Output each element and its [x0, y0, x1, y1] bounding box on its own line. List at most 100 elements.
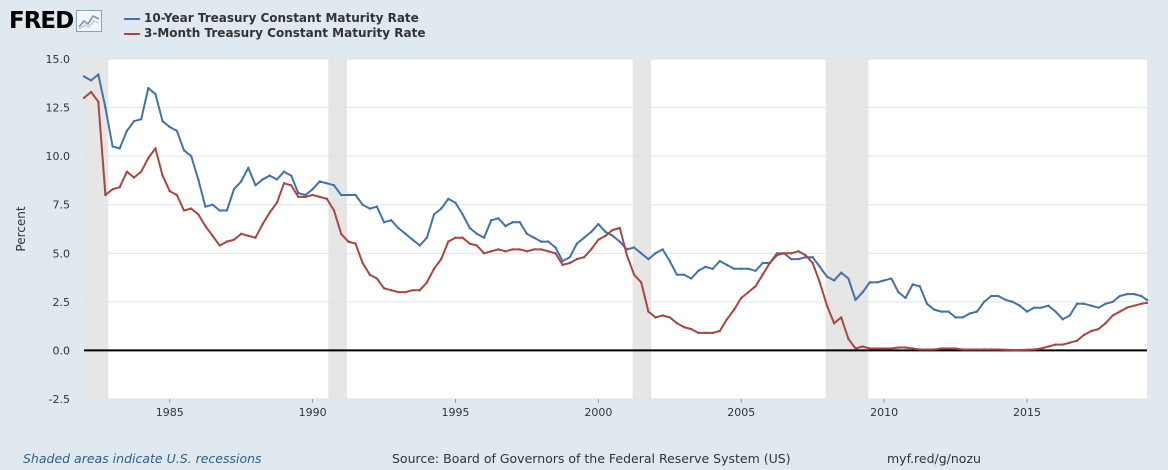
data-point-0-11	[161, 119, 164, 123]
data-point-1-55	[475, 244, 479, 247]
data-point-0-149	[1145, 298, 1149, 302]
data-point-0-65	[547, 240, 550, 243]
data-point-0-16	[197, 178, 200, 181]
recession-band-2	[632, 59, 652, 399]
data-point-0-129	[1004, 298, 1007, 302]
data-point-1-57	[489, 250, 493, 253]
data-point-0-108	[854, 298, 857, 302]
data-point-0-120	[940, 310, 943, 313]
y-tick-label-2: 10.0	[46, 150, 71, 163]
data-point-1-81	[661, 314, 664, 317]
data-point-0-114	[897, 290, 900, 294]
data-point-1-119	[932, 348, 936, 351]
data-point-0-67	[561, 259, 564, 263]
data-point-1-126	[982, 348, 986, 351]
y-tick-label-7: -2.5	[49, 393, 70, 406]
data-point-1-65	[547, 250, 550, 253]
data-point-0-84	[682, 273, 686, 276]
data-point-1-15	[189, 207, 193, 210]
data-point-1-107	[847, 337, 850, 340]
data-point-1-123	[961, 348, 964, 351]
data-point-0-59	[504, 224, 507, 228]
data-point-1-128	[997, 348, 1000, 351]
data-point-1-16	[197, 213, 200, 216]
data-point-1-39	[361, 261, 364, 265]
data-point-1-121	[947, 347, 950, 350]
data-point-0-5	[118, 147, 121, 150]
data-point-0-10	[154, 92, 157, 96]
data-point-0-88	[711, 267, 714, 271]
data-point-0-112	[882, 279, 886, 282]
y-tick-label-1: 12.5	[46, 102, 71, 115]
x-tick-label-5: 2010	[870, 406, 898, 419]
data-point-0-127	[990, 294, 993, 298]
data-point-1-103	[818, 281, 822, 284]
data-point-1-143	[1104, 322, 1107, 325]
data-point-0-148	[1140, 294, 1143, 298]
data-point-1-50	[439, 257, 443, 261]
data-point-1-9	[147, 156, 150, 160]
data-point-0-57	[489, 219, 493, 222]
data-point-1-19	[218, 244, 221, 247]
data-point-0-100	[797, 257, 800, 261]
data-point-1-40	[368, 273, 371, 276]
data-point-0-27	[275, 178, 279, 181]
data-point-0-80	[654, 252, 657, 255]
data-point-0-49	[432, 213, 436, 216]
data-point-0-8	[139, 118, 143, 121]
recession-note[interactable]: Shaded areas indicate U.S. recessions	[23, 451, 262, 466]
data-point-1-53	[461, 236, 464, 239]
data-point-1-4	[111, 187, 114, 191]
y-tick-label-3: 7.5	[53, 199, 71, 212]
data-point-0-69	[575, 242, 579, 245]
data-point-0-21	[232, 187, 236, 191]
data-point-1-52	[454, 236, 457, 239]
data-point-1-80	[654, 316, 657, 319]
data-point-0-90	[725, 263, 729, 267]
data-point-0-30	[297, 191, 300, 195]
data-point-1-47	[418, 289, 421, 292]
data-point-0-122	[954, 316, 957, 319]
data-point-0-79	[647, 257, 650, 261]
data-point-1-14	[182, 209, 186, 212]
data-point-0-56	[482, 236, 486, 239]
data-point-0-23	[247, 166, 250, 169]
data-point-1-112	[882, 347, 886, 350]
data-point-0-34	[325, 182, 329, 185]
data-point-0-104	[825, 275, 829, 278]
data-point-0-45	[404, 232, 407, 236]
legend-item-3-month[interactable]: 3-Month Treasury Constant Maturity Rate	[124, 26, 425, 41]
data-point-0-140	[1082, 302, 1086, 305]
data-point-0-106	[840, 271, 843, 274]
data-point-0-44	[397, 226, 400, 230]
chart-legend: 10-Year Treasury Constant Maturity Rate …	[124, 11, 425, 41]
data-point-0-66	[554, 246, 557, 249]
data-point-1-132	[1025, 348, 1029, 352]
data-point-1-12	[168, 189, 171, 193]
data-point-1-60	[511, 248, 514, 251]
data-point-0-51	[447, 197, 450, 201]
data-point-1-148	[1140, 302, 1143, 305]
source-note: Source: Board of Governors of the Federa…	[392, 451, 791, 466]
data-point-1-22	[239, 232, 243, 236]
data-point-1-104	[825, 304, 829, 307]
data-point-0-12	[168, 125, 171, 129]
series-line-0	[83, 73, 1148, 321]
data-point-1-8	[139, 170, 143, 173]
data-point-0-117	[918, 285, 922, 288]
legend-item-10-year[interactable]: 10-Year Treasury Constant Maturity Rate	[124, 11, 425, 26]
legend-label-10-year: 10-Year Treasury Constant Maturity Rate	[144, 11, 419, 25]
short-url[interactable]: myf.red/g/nozu	[887, 451, 981, 466]
data-point-1-140	[1082, 333, 1086, 337]
data-point-1-138	[1068, 341, 1072, 344]
data-point-1-91	[732, 308, 736, 311]
data-point-1-142	[1097, 327, 1100, 331]
data-point-1-87	[704, 331, 707, 335]
data-point-1-61	[518, 248, 521, 251]
fred-logo[interactable]: FRED	[9, 8, 103, 34]
data-point-1-94	[754, 285, 757, 288]
data-point-1-46	[411, 289, 414, 292]
data-point-1-10	[154, 147, 157, 150]
data-point-0-75	[618, 240, 621, 243]
data-point-1-25	[261, 222, 264, 226]
